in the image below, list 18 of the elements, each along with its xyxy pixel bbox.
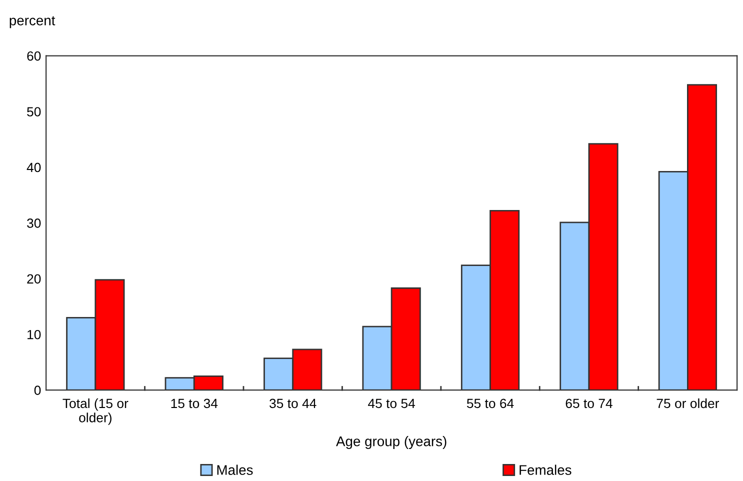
- x-tick-label: 15 to 34: [171, 398, 218, 408]
- x-tick-label: Total (15 or older): [62, 398, 128, 425]
- y-tick-label: 20: [27, 274, 41, 284]
- x-tick-label: 45 to 54: [368, 398, 416, 408]
- legend-label: Females: [520, 464, 572, 475]
- y-axis-title: percent: [10, 16, 56, 28]
- y-tick-label: 40: [26, 162, 41, 172]
- y-tick-label: 0: [34, 386, 41, 395]
- x-tick-label: 75 or older: [656, 398, 720, 408]
- x-tick-label: 65 to 74: [566, 398, 612, 408]
- x-tick-label: 35 to 44: [270, 398, 316, 408]
- y-tick-label: 60: [27, 51, 41, 61]
- x-axis-title: Age group (years): [336, 436, 446, 449]
- legend-label: Males: [217, 464, 253, 475]
- y-tick-label: 30: [27, 218, 41, 228]
- y-tick-label: 10: [28, 330, 41, 340]
- x-tick-label: 55 to 64: [466, 398, 514, 408]
- y-tick-label: 50: [27, 107, 41, 116]
